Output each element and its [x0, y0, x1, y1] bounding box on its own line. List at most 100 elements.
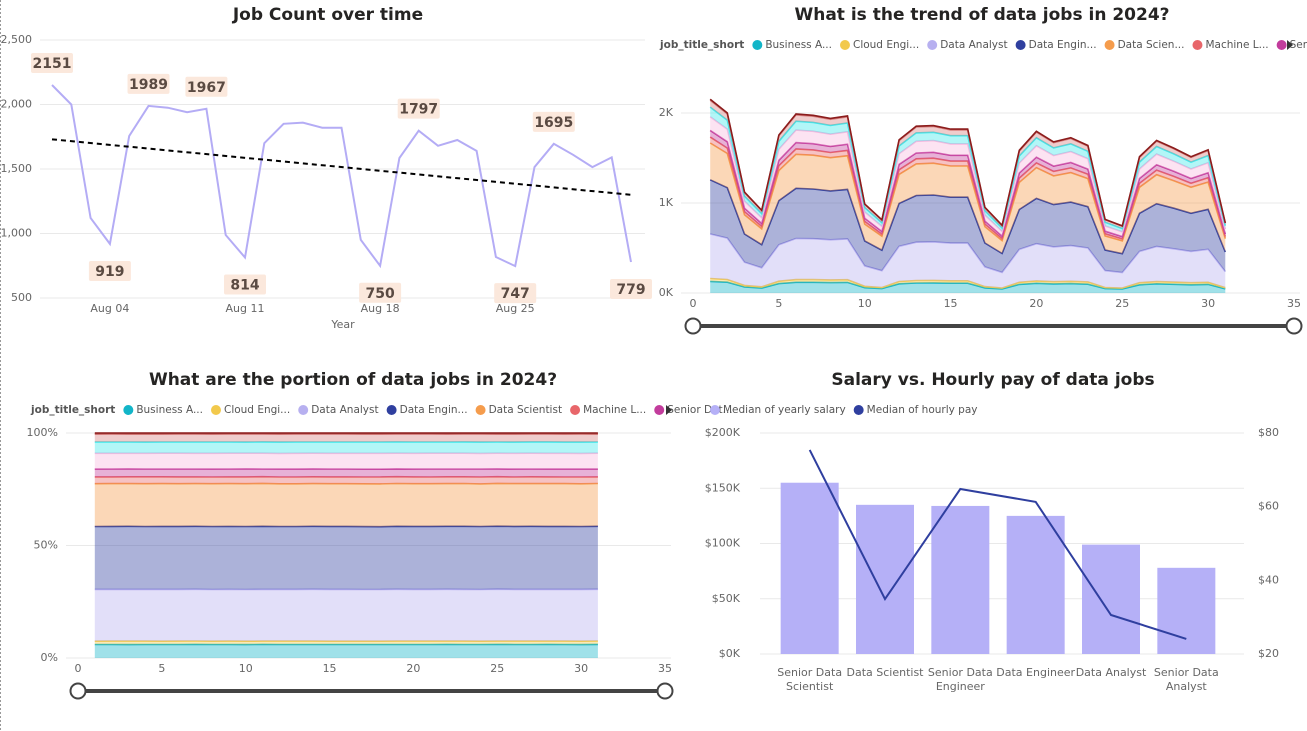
- area-line: [709, 106, 1227, 230]
- bar: [1157, 567, 1216, 654]
- range-slider[interactable]: [684, 317, 1303, 335]
- trendline: [51, 138, 632, 196]
- bar: [780, 482, 839, 654]
- chart-title: Salary vs. Hourly pay of data jobs: [831, 370, 1154, 390]
- slider-handle[interactable]: [1285, 317, 1303, 335]
- area-line: [710, 233, 1226, 274]
- data-label: 2151: [33, 56, 72, 72]
- x-tick-label: Aug 18: [361, 302, 400, 315]
- legend-label: Cloud Engi...: [224, 404, 290, 416]
- area: [94, 589, 598, 642]
- area-line: [94, 482, 598, 485]
- y-tick-label: 2,500: [1, 33, 33, 46]
- area: [94, 453, 598, 470]
- data-label: 1967: [187, 80, 226, 96]
- legend-label: Senior Dat...: [1290, 39, 1307, 51]
- x-tick-label: 25: [1115, 297, 1129, 310]
- y-tick-label: $50K: [712, 592, 741, 605]
- legend-label: Business A...: [765, 39, 832, 51]
- slider-handle[interactable]: [656, 682, 674, 700]
- area: [94, 476, 598, 484]
- slider-handle[interactable]: [69, 682, 87, 700]
- x-tick-label: 0: [75, 662, 82, 675]
- x-tick-label: Senior Data Analyst: [1154, 666, 1219, 693]
- legend-marker: [570, 405, 581, 415]
- range-slider[interactable]: [69, 682, 674, 700]
- x-axis-title: Year: [330, 318, 355, 331]
- bar: [1081, 544, 1141, 654]
- area: [94, 483, 598, 527]
- legend-label: Data Engin...: [1029, 39, 1097, 51]
- data-label-box: [397, 98, 440, 119]
- legend-label: Cloud Engi...: [853, 39, 919, 51]
- legend-more-arrow[interactable]: [1287, 40, 1293, 50]
- x-tick-label: Aug 11: [226, 302, 265, 315]
- area-line: [94, 525, 598, 528]
- data-label-box: [494, 283, 537, 304]
- legend-marker: [752, 40, 763, 50]
- legend-marker: [927, 40, 938, 50]
- data-label-box: [88, 260, 131, 281]
- bar: [931, 505, 990, 654]
- legend-label: Data Analyst: [940, 39, 1007, 51]
- x-tick-label: 10: [858, 297, 872, 310]
- legend-marker: [475, 405, 486, 415]
- legend-marker: [654, 405, 665, 415]
- area: [94, 644, 598, 658]
- area-line: [710, 280, 1226, 290]
- x-tick-label: Senior Data Scientist: [777, 666, 842, 693]
- legend-label: Data Scientist: [489, 404, 563, 416]
- area-line: [709, 98, 1227, 227]
- x-tick-label: 35: [1287, 297, 1301, 310]
- legend-marker: [210, 405, 221, 415]
- x-tick-label: 10: [239, 662, 253, 675]
- area: [94, 468, 598, 477]
- area: [710, 234, 1226, 288]
- legend-marker: [710, 405, 720, 415]
- data-label: 750: [365, 286, 394, 302]
- area-line: [709, 129, 1227, 238]
- slider-handle[interactable]: [684, 317, 702, 335]
- area-line: [709, 116, 1227, 233]
- data-label: 1797: [399, 102, 438, 118]
- x-tick-label: 15: [323, 662, 337, 675]
- data-label-box: [610, 279, 652, 300]
- data-label-box: [185, 76, 228, 97]
- data-label: 779: [616, 282, 645, 298]
- legend-label: Data Engin...: [400, 404, 468, 416]
- bar: [1006, 515, 1065, 654]
- x-tick-label: 25: [490, 662, 504, 675]
- x-tick-label: Data Scientist: [847, 666, 925, 679]
- legend-title: job_title_short: [30, 404, 115, 416]
- chart-title: Job Count over time: [232, 5, 423, 25]
- legend-marker: [853, 405, 864, 415]
- legend-marker: [298, 405, 309, 415]
- legend-marker: [1104, 40, 1115, 50]
- y-tick-label: 2K: [659, 106, 674, 119]
- x-tick-label: 20: [406, 662, 420, 675]
- data-label: 814: [230, 277, 259, 293]
- line: [808, 449, 1187, 640]
- legend-label: Machine L...: [1205, 39, 1268, 51]
- legend-marker: [386, 405, 397, 415]
- y-tick-label: $150K: [705, 481, 741, 494]
- chart-title: What is the trend of data jobs in 2024?: [794, 5, 1169, 25]
- data-label-box: [127, 73, 170, 94]
- chart-title: What are the portion of data jobs in 202…: [149, 370, 557, 390]
- y-tick-label: 1,500: [1, 162, 33, 175]
- area: [94, 526, 598, 590]
- area: [710, 281, 1226, 293]
- x-tick-label: 30: [574, 662, 588, 675]
- legend-label: Median of yearly salary: [723, 404, 846, 416]
- legend-more-arrow[interactable]: [666, 405, 672, 415]
- legend-marker: [1015, 40, 1026, 50]
- y-tick-label: 100%: [27, 426, 58, 439]
- x-tick-label: Senior Data Engineer: [928, 666, 993, 693]
- y-tick-label: 1,000: [1, 227, 33, 240]
- y-tick-label: $0K: [719, 647, 741, 660]
- area-line: [710, 277, 1226, 289]
- x-tick-label: Aug 04: [90, 302, 129, 315]
- y2-tick-label: $40: [1258, 573, 1279, 586]
- legend-marker: [1276, 40, 1287, 50]
